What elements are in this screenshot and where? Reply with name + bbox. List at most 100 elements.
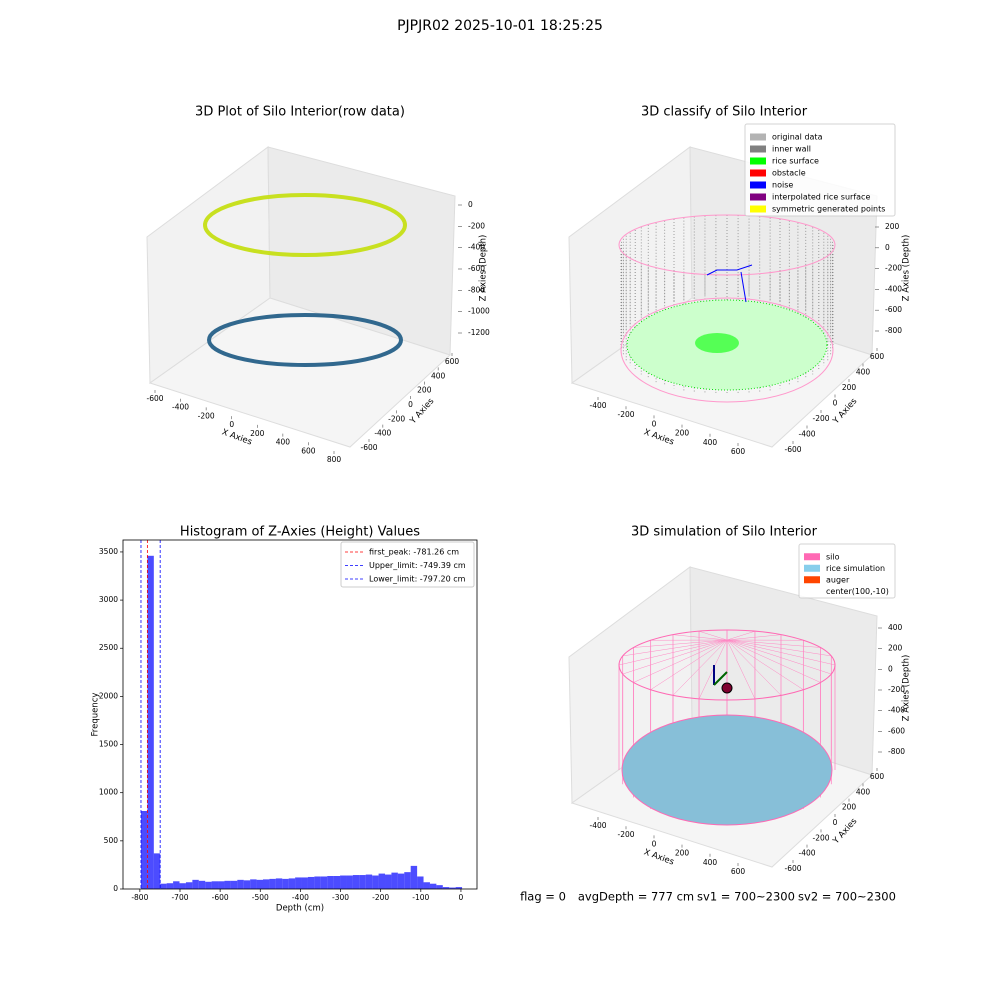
z-tick-label: 200 — [885, 222, 900, 231]
footer-sv2: sv2 = 700~2300 — [798, 890, 896, 904]
legend-swatch — [750, 205, 766, 213]
silo-spoke — [698, 630, 728, 641]
bar — [423, 882, 430, 889]
silo-spoke — [726, 639, 756, 699]
z-tick-label: -400 — [885, 284, 902, 293]
legend-label: rice surface — [772, 157, 819, 166]
base — [207, 313, 403, 367]
legend-label: interpolated rice surface — [772, 193, 870, 202]
bar — [359, 875, 366, 889]
bar — [340, 875, 347, 889]
x-tick-label: 200 — [675, 849, 690, 858]
bar — [378, 873, 386, 889]
silo-spoke — [633, 639, 728, 683]
legend-swatch — [750, 169, 766, 177]
legend-label: center(100,-10) — [826, 587, 889, 596]
bar — [385, 874, 392, 889]
z-tick-label: 200 — [888, 644, 903, 653]
bar — [442, 887, 450, 889]
center — [695, 333, 739, 353]
bar — [173, 881, 180, 889]
x-tick-label: -200 — [372, 893, 389, 902]
y-axis-label: Frequency — [91, 693, 101, 737]
bar — [282, 878, 289, 889]
x-tick-label: -700 — [171, 893, 188, 902]
x-tick-label: -500 — [252, 893, 269, 902]
x-axis-label: X Axies — [642, 427, 675, 447]
bar — [307, 876, 315, 889]
y-tick-label: 200 — [842, 803, 857, 812]
bar — [449, 887, 456, 889]
silo-spoke — [672, 634, 728, 641]
z-tick-label: -400 — [888, 706, 905, 715]
x-tick-label: -100 — [412, 893, 429, 902]
bar — [455, 887, 463, 889]
bar — [288, 878, 296, 889]
plot-title: 3D classify of Silo Interior — [641, 105, 808, 120]
y-tick-label: 200 — [417, 386, 432, 395]
legend-swatch — [750, 157, 766, 165]
y-tick-label: 400 — [856, 787, 871, 796]
x-tick-label: -400 — [172, 403, 189, 412]
rice — [621, 714, 833, 826]
bar — [301, 877, 308, 889]
legend-swatch — [750, 145, 766, 153]
z-tick-label: -200 — [888, 685, 905, 694]
silo-spoke — [633, 639, 728, 648]
bar — [417, 876, 424, 889]
bar — [256, 879, 263, 889]
x-tick-label: -800 — [131, 893, 148, 902]
bar — [320, 876, 328, 889]
legend-label: original data — [772, 133, 823, 142]
y-tick-label: 500 — [104, 836, 119, 845]
silo-spoke — [726, 634, 782, 641]
x-tick-label: -400 — [589, 821, 606, 830]
legend-label: silo — [826, 552, 840, 561]
y-tick-label: 600 — [870, 352, 885, 361]
z-tick-label: -800 — [888, 747, 905, 756]
bar — [211, 881, 219, 889]
y-tick-label: 0 — [833, 399, 838, 408]
z-tick-label: -1000 — [468, 307, 490, 316]
z-tick-label: 0 — [468, 200, 473, 209]
bar — [391, 872, 398, 889]
z-tick-label: -600 — [468, 264, 485, 273]
legend-label: first_peak: -781.26 cm — [369, 548, 459, 557]
x-tick-label: -400 — [589, 401, 606, 410]
noise — [706, 264, 753, 303]
x-tick-label: 0 — [459, 893, 464, 902]
bar — [410, 865, 418, 889]
bar — [166, 883, 174, 889]
decoration — [146, 146, 878, 868]
z-tick-label: -600 — [885, 305, 902, 314]
bar — [327, 875, 334, 889]
bar — [140, 810, 148, 889]
y-tick-label: 600 — [445, 357, 460, 366]
x-tick-label: 0 — [652, 419, 657, 428]
z-axis-label: Z Axies (Depth) — [479, 235, 489, 302]
z-tick-label: -800 — [468, 285, 485, 294]
plot-title: Histogram of Z-Axies (Height) Values — [180, 525, 420, 540]
z-tick-label: -400 — [468, 243, 485, 252]
bar — [404, 872, 411, 889]
bar — [198, 880, 206, 889]
plot-title: 3D simulation of Silo Interior — [631, 525, 818, 540]
z-tick-label: -1200 — [468, 328, 490, 337]
bar — [230, 880, 238, 889]
rim — [618, 629, 836, 701]
x-tick-label: -200 — [617, 410, 634, 419]
x-tick-label: -200 — [198, 411, 215, 420]
silo-spoke — [622, 639, 728, 675]
y-tick-label: 2500 — [99, 643, 118, 652]
footer-avg: avgDepth = 777 cm — [578, 890, 694, 904]
y-tick-label: -600 — [360, 443, 377, 452]
silo-spoke — [726, 639, 832, 675]
x-tick-label: 400 — [276, 438, 291, 447]
y-tick-label: 600 — [870, 772, 885, 781]
bar — [205, 881, 212, 889]
z-tick-label: -800 — [885, 326, 902, 335]
y-tick-label: 400 — [431, 371, 446, 380]
legend-swatch — [750, 193, 766, 201]
bar — [346, 875, 353, 889]
